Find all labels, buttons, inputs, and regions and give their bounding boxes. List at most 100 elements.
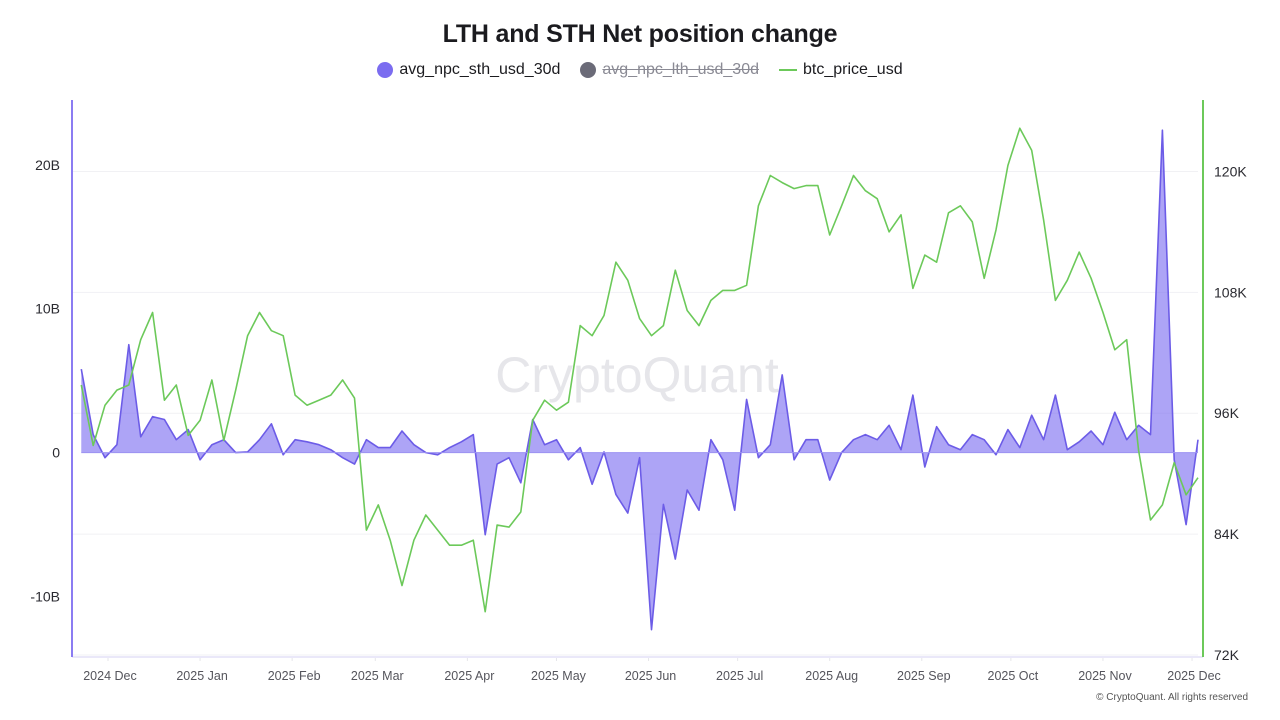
btc-data-point <box>152 312 154 314</box>
sth-data-point <box>116 444 118 446</box>
sth-data-point <box>971 434 973 436</box>
btc-data-point <box>888 231 890 233</box>
btc-data-point <box>413 539 415 541</box>
legend-item-btc-price[interactable]: btc_price_usd <box>778 61 903 79</box>
btc-data-point <box>900 214 902 216</box>
sth-data-point <box>734 509 736 511</box>
x-tick-label: 2025 Apr <box>444 669 494 683</box>
btc-data-point <box>92 444 94 446</box>
sth-data-point <box>793 459 795 461</box>
sth-data-point <box>1138 424 1140 426</box>
btc-data-point <box>318 399 320 401</box>
btc-data-point <box>187 434 189 436</box>
legend-item-sth[interactable]: avg_npc_sth_usd_30d <box>377 61 560 79</box>
btc-data-point <box>80 384 82 386</box>
btc-data-point <box>437 529 439 531</box>
sth-data-point <box>460 441 462 443</box>
right-y-tick-label: 84K <box>1214 526 1240 542</box>
btc-data-point <box>781 182 783 184</box>
sth-data-point <box>900 449 902 451</box>
sth-data-point <box>401 430 403 432</box>
sth-circle-icon <box>377 62 394 78</box>
sth-data-point <box>781 374 783 376</box>
x-tick-label: 2025 Mar <box>351 669 404 683</box>
x-tick-label: 2025 Oct <box>988 669 1039 683</box>
left-y-tick-label: 10B <box>35 301 60 317</box>
x-tick-label: 2025 Sep <box>897 669 951 683</box>
sth-data-point <box>294 439 296 441</box>
sth-data-point <box>92 434 94 436</box>
btc-data-point <box>460 544 462 546</box>
btc-data-point <box>1126 339 1128 341</box>
legend-item-lth[interactable]: avg_npc_lth_usd_30d <box>580 61 759 79</box>
btc-data-point <box>1078 251 1080 253</box>
sth-data-point <box>959 449 961 451</box>
btc-data-point <box>282 335 284 337</box>
x-tick-label: 2025 Feb <box>268 669 321 683</box>
sth-data-point <box>805 439 807 441</box>
btc-data-point <box>484 611 486 613</box>
sth-data-point <box>1054 394 1056 396</box>
btc-data-point <box>674 269 676 271</box>
sth-data-point <box>936 426 938 428</box>
sth-data-point <box>662 503 664 505</box>
btc-data-point <box>1161 504 1163 506</box>
sth-data-point <box>1043 439 1045 441</box>
right-y-axis-ticks: 72K 84K 96K 108K 120K <box>1214 164 1247 663</box>
sth-data-point <box>472 434 474 436</box>
sth-data-point <box>769 444 771 446</box>
btc-data-point <box>603 315 605 317</box>
sth-data-point <box>342 457 344 459</box>
btc-data-point <box>639 318 641 320</box>
sth-data-point <box>413 444 415 446</box>
sth-data-point <box>484 534 486 536</box>
sth-area-series <box>80 129 1199 631</box>
sth-data-point <box>496 463 498 465</box>
btc-data-point <box>330 394 332 396</box>
sth-data-point <box>104 457 106 459</box>
x-tick-label: 2025 Dec <box>1167 669 1221 683</box>
btc-data-point <box>163 399 165 401</box>
btc-data-point <box>401 584 403 586</box>
sth-data-point <box>876 439 878 441</box>
btc-data-point <box>769 175 771 177</box>
btc-data-point <box>520 511 522 513</box>
sth-data-point <box>591 483 593 485</box>
axes <box>71 100 1204 658</box>
btc-data-point <box>532 419 534 421</box>
sth-data-point <box>864 434 866 436</box>
chart-title: LTH and STH Net position change <box>442 20 838 48</box>
btc-data-point <box>710 299 712 301</box>
right-y-tick-label: 108K <box>1214 284 1247 300</box>
btc-data-point <box>912 287 914 289</box>
btc-data-point <box>449 544 451 546</box>
x-tick-label: 2025 May <box>531 669 587 683</box>
btc-data-point <box>1007 164 1009 166</box>
x-tick-label: 2025 Aug <box>805 669 858 683</box>
left-y-tick-label: 0 <box>52 445 60 461</box>
sth-data-point <box>140 436 142 438</box>
btc-data-point <box>864 190 866 192</box>
sth-data-point <box>520 482 522 484</box>
btc-data-point <box>829 234 831 236</box>
btc-data-point <box>722 289 724 291</box>
left-y-tick-label: 20B <box>35 157 60 173</box>
btc-data-point <box>544 399 546 401</box>
sth-line <box>80 129 1199 631</box>
sth-data-point <box>437 454 439 456</box>
btc-data-point <box>1185 494 1187 496</box>
sth-data-point <box>1161 129 1163 131</box>
sth-data-point <box>912 394 914 396</box>
sth-data-point <box>817 439 819 441</box>
sth-data-point <box>1114 411 1116 413</box>
btc-data-point <box>936 261 938 263</box>
btc-data-point <box>1066 279 1068 281</box>
sth-data-point <box>1078 441 1080 443</box>
btc-data-point <box>591 335 593 337</box>
btc-data-point <box>579 325 581 327</box>
sth-data-point <box>651 629 653 631</box>
btc-data-point <box>1090 277 1092 279</box>
sth-data-point <box>1007 429 1009 431</box>
sth-data-point <box>995 454 997 456</box>
